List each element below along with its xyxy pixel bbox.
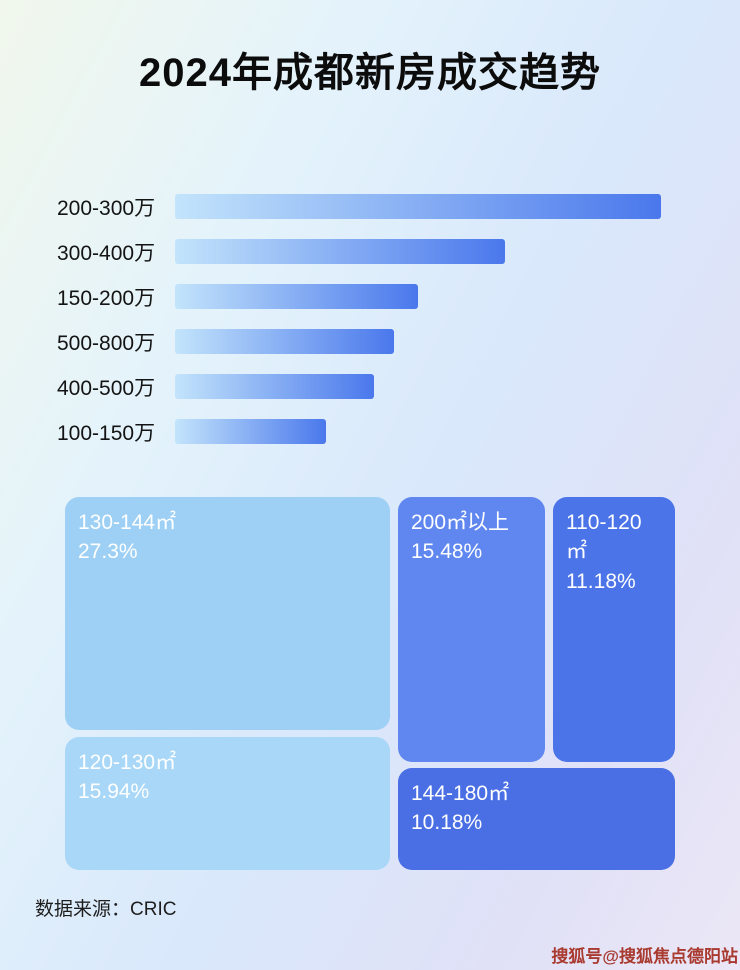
bar-track bbox=[175, 194, 661, 219]
treemap-block: 130-144㎡ 27.3% bbox=[65, 497, 390, 730]
treemap-block-value: 15.48% bbox=[411, 540, 483, 564]
bar-track bbox=[175, 239, 661, 264]
treemap-block-value: 10.18% bbox=[411, 811, 483, 835]
bar-row: 200-300万 bbox=[57, 184, 740, 229]
sohu-watermark: 搜狐号@搜狐焦点德阳站 bbox=[551, 947, 738, 966]
page-title: 2024年成都新房成交趋势 bbox=[139, 51, 601, 95]
bar bbox=[175, 239, 506, 264]
bar-label: 400-500万 bbox=[57, 376, 156, 400]
price-band-bar-chart: 200-300万 300-400万 150-200万 500-800万 400-… bbox=[57, 184, 740, 454]
bar-track bbox=[175, 374, 661, 399]
bar bbox=[175, 194, 661, 219]
bar-label: 500-800万 bbox=[57, 331, 156, 355]
bar bbox=[175, 374, 375, 399]
bar bbox=[175, 419, 326, 444]
bar-label: 100-150万 bbox=[57, 421, 156, 445]
bar-row: 300-400万 bbox=[57, 229, 740, 274]
treemap-block: 200㎡以上 15.48% bbox=[398, 497, 545, 762]
bar bbox=[175, 329, 394, 354]
treemap-block-label: 110-120㎡ bbox=[566, 511, 642, 564]
treemap-block-label: 200㎡以上 bbox=[411, 511, 510, 534]
bar-row: 500-800万 bbox=[57, 319, 740, 364]
treemap-block: 110-120㎡ 11.18% bbox=[553, 497, 675, 762]
bar-label: 300-400万 bbox=[57, 241, 156, 265]
bar-track bbox=[175, 284, 661, 309]
bar-label: 200-300万 bbox=[57, 196, 156, 220]
treemap-block: 120-130㎡ 15.94% bbox=[65, 737, 390, 870]
bar-row: 100-150万 bbox=[57, 409, 740, 454]
bar-label: 150-200万 bbox=[57, 286, 156, 310]
bar-row: 150-200万 bbox=[57, 274, 740, 319]
bar-track bbox=[175, 329, 661, 354]
treemap-block: 144-180㎡ 10.18% bbox=[398, 768, 675, 870]
bar-row: 400-500万 bbox=[57, 364, 740, 409]
data-source-label: 数据来源：CRIC bbox=[35, 899, 177, 920]
treemap-block-label: 120-130㎡ bbox=[78, 751, 177, 774]
treemap-block-value: 27.3% bbox=[78, 540, 138, 564]
treemap-block-label: 130-144㎡ bbox=[78, 511, 177, 534]
treemap-block-value: 15.94% bbox=[78, 780, 150, 804]
area-band-treemap: 130-144㎡ 27.3% 200㎡以上 15.48% 110-120㎡ 11… bbox=[65, 497, 675, 870]
treemap-block-label: 144-180㎡ bbox=[411, 782, 510, 805]
bar bbox=[175, 284, 418, 309]
bar-track bbox=[175, 419, 661, 444]
treemap-block-value: 11.18% bbox=[566, 569, 636, 593]
